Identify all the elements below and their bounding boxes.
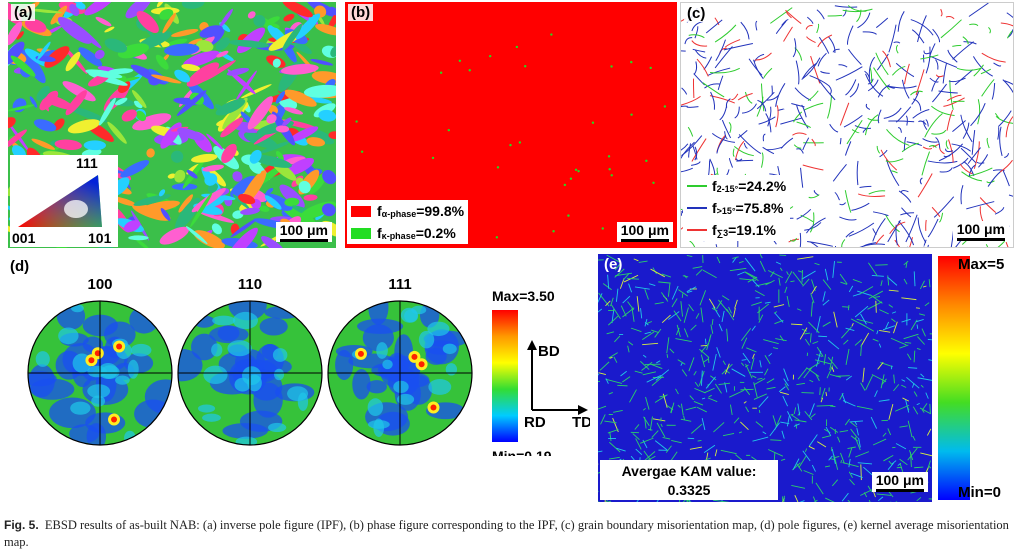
panel-b-scalebar: 100 μm: [616, 222, 673, 242]
legend-high-angle: f >15° =75.8%: [683, 197, 790, 219]
axis-bd: BD: [538, 343, 560, 360]
caption-text: EBSD results of as-built NAB: (a) invers…: [4, 518, 1009, 549]
pole-figure-discs: [27, 300, 473, 446]
ipf-key-001: 001: [12, 230, 36, 246]
pole-title-111: 111: [388, 276, 412, 293]
panel-e-kam-map: (e) Avergae KAM value: 0.3325 100 μm: [598, 254, 932, 502]
panel-d-pole-figures: (d) 100 110 111 Max=3.50 Min=0.19 BD RD …: [4, 256, 590, 456]
ipf-key-111: 111: [76, 155, 98, 171]
legend-sigma3: f ∑3 =19.1%: [683, 219, 790, 241]
panel-d-label: (d): [10, 258, 30, 275]
axis-rd: RD: [524, 414, 546, 431]
panel-c-label: (c): [684, 5, 709, 22]
figure-label: Fig. 5.: [4, 518, 39, 532]
alpha-phase-swatch: [351, 205, 371, 217]
pf-colorbar-min: Min=0.19: [492, 448, 552, 456]
pole-title-100: 100: [87, 276, 113, 293]
kam-colorbar-max: Max=5: [958, 256, 1005, 273]
legend-alpha-phase: f α-phase =99.8%: [347, 200, 468, 222]
panel-c-scalebar: 100 μm: [952, 221, 1009, 241]
ipf-grain-map: [8, 2, 336, 248]
panel-e-scalebar: 100 μm: [871, 472, 928, 492]
panel-b-phase-map: (b) f α-phase =99.8% f κ-phase =0.2% 100 μm: [345, 2, 677, 248]
figure-caption: Fig. 5. EBSD results of as-built NAB: (a…: [4, 517, 1016, 551]
panel-a-ipf-map: (a) 111 001 101 100 μm: [8, 2, 336, 248]
kam-colorbar: [938, 256, 970, 500]
sample-axes: [524, 336, 590, 416]
panel-a-scalebar: 100 μm: [275, 222, 332, 242]
pf-colorbar-max: Max=3.50: [492, 288, 555, 304]
ipf-color-key: 111 001 101: [10, 155, 118, 247]
panel-a-label: (a): [11, 4, 36, 21]
legend-low-angle: f 2-15° =24.2%: [683, 175, 790, 197]
panel-b-label: (b): [348, 4, 374, 21]
kam-colorbar-min: Min=0: [958, 484, 1001, 501]
pf-colorbar: [492, 310, 518, 442]
low-angle-swatch: [687, 185, 707, 187]
kam-average-value: 0.3325: [667, 482, 711, 498]
legend-kappa-phase: f κ-phase =0.2%: [347, 222, 468, 244]
kam-average-box: Avergae KAM value: 0.3325: [600, 460, 778, 500]
high-angle-swatch: [687, 207, 707, 209]
kam-average-title: Avergae KAM value:: [621, 463, 757, 479]
pole-title-110: 110: [237, 276, 263, 293]
panel-e-label: (e): [604, 256, 623, 273]
kappa-phase-swatch: [351, 227, 371, 239]
sigma3-swatch: [687, 229, 707, 231]
boundary-legend: f 2-15° =24.2% f >15° =75.8% f ∑3 =19.1%: [683, 175, 791, 241]
ipf-key-101: 101: [88, 230, 112, 246]
axis-td: TD: [572, 414, 590, 431]
panel-c-grain-boundary-map: (c) f 2-15° =24.2% f >15° =75.8% f ∑3 =19.1% 1…: [680, 2, 1014, 248]
phase-legend: f α-phase =99.8% f κ-phase =0.2%: [347, 200, 469, 244]
